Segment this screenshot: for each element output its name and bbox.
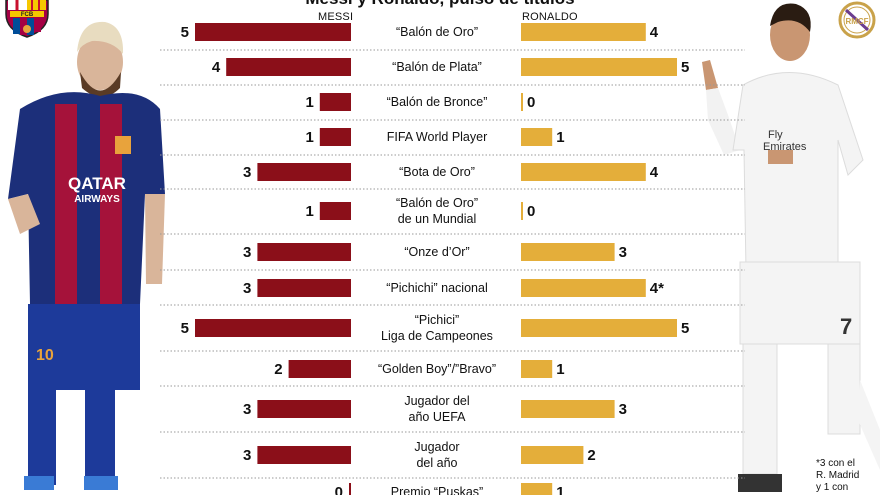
messi-value-label: 1 (305, 94, 313, 111)
ronaldo-value-label: 1 (556, 484, 564, 495)
footnote: *3 con el R. Madrid y 1 con (816, 458, 859, 494)
ronaldo-bar (521, 279, 646, 297)
ronaldo-bar (521, 400, 615, 418)
messi-bar (319, 128, 351, 146)
category-label: “Balón de Plata” (392, 60, 482, 74)
category-label: año UEFA (409, 410, 467, 424)
category-label: “Onze d’Or” (404, 245, 469, 259)
ronaldo-value-label: 0 (527, 94, 535, 111)
messi-bar (257, 163, 351, 181)
messi-value-label: 5 (181, 320, 189, 337)
category-label: Jugador del (404, 394, 469, 408)
ronaldo-bar (521, 163, 646, 181)
ronaldo-value-label: 2 (587, 447, 595, 464)
footnote-line: *3 con el (816, 458, 855, 469)
ronaldo-bar (521, 128, 553, 146)
barcelona-crest-logo: FCB (5, 0, 49, 38)
ronaldo-value-label: 5 (681, 320, 689, 337)
real-madrid-crest-text: RMCF (845, 17, 868, 26)
messi-bar (319, 202, 351, 220)
ronaldo-value-label: 5 (681, 59, 689, 76)
ronaldo-bar (521, 93, 523, 111)
category-label: de un Mundial (398, 212, 477, 226)
ronaldo-value-label: 4 (650, 164, 659, 181)
chart-title: Messi y Ronaldo, pulso de títulos (0, 0, 880, 9)
category-label: FIFA World Player (387, 130, 488, 144)
messi-shirt-sponsor-line1: QATAR (68, 174, 126, 193)
messi-value-label: 3 (243, 447, 251, 464)
messi-value-label: 2 (274, 361, 282, 378)
messi-value-label: 3 (243, 244, 251, 261)
ronaldo-bar (521, 360, 553, 378)
category-label: “Balón de Oro” (396, 25, 478, 39)
ronaldo-bar (521, 483, 553, 495)
messi-bar (257, 279, 351, 297)
series-header-messi: MESSI (318, 11, 354, 23)
ronaldo-value-label: 1 (556, 361, 564, 378)
messi-value-label: 1 (305, 129, 313, 146)
ronaldo-value-label: 4* (650, 280, 664, 297)
messi-bar (319, 93, 351, 111)
messi-bar (257, 243, 351, 261)
ronaldo-photo: Fly Emirates 7 (702, 3, 880, 492)
ronaldo-value-label: 4 (650, 24, 659, 41)
messi-shirt-sponsor-line2: AIRWAYS (74, 194, 120, 205)
category-label: del año (416, 456, 457, 470)
messi-value-label: 3 (243, 401, 251, 418)
ronaldo-bar (521, 58, 677, 76)
ronaldo-value-label: 1 (556, 129, 564, 146)
messi-photo: QATAR AIRWAYS 10 (8, 21, 165, 490)
category-label: Premio “Puskas” (391, 485, 483, 495)
ronaldo-bar (521, 23, 646, 41)
messi-bar (349, 483, 351, 495)
ronaldo-bar (521, 319, 677, 337)
category-label: Liga de Campeones (381, 329, 493, 343)
ronaldo-bar (521, 446, 584, 464)
footnote-line: y 1 con (816, 482, 849, 493)
real-madrid-crest-logo: RMCF (838, 1, 876, 39)
messi-value-label: 3 (243, 280, 251, 297)
ronaldo-shirt-sponsor-line1: Fly (768, 129, 783, 141)
messi-bar (257, 400, 351, 418)
messi-bar (288, 360, 351, 378)
category-label: “Bota de Oro” (399, 165, 475, 179)
ronaldo-bar (521, 202, 523, 220)
ronaldo-bar (521, 243, 615, 261)
category-label: “Pichici” (415, 313, 459, 327)
category-label: “Golden Boy”/”Bravo” (378, 362, 496, 376)
category-label: Jugador (414, 440, 459, 454)
footnote-line: R. Madrid (816, 470, 860, 481)
messi-bar (195, 319, 351, 337)
messi-value-label: 4 (212, 59, 221, 76)
category-label: “Balón de Bronce” (387, 95, 488, 109)
messi-value-label: 3 (243, 164, 251, 181)
messi-value-label: 0 (335, 484, 343, 495)
ronaldo-shorts-number: 7 (840, 314, 852, 339)
ronaldo-value-label: 0 (527, 203, 535, 220)
messi-shorts-number: 10 (36, 347, 54, 364)
messi-bar (257, 446, 351, 464)
barcelona-crest-text: FCB (21, 12, 34, 18)
messi-value-label: 1 (305, 203, 313, 220)
category-label: “Balón de Oro” (396, 196, 478, 210)
series-header-ronaldo: RONALDO (522, 11, 578, 23)
messi-value-label: 5 (181, 24, 189, 41)
messi-bar (195, 23, 351, 41)
messi-bar (226, 58, 351, 76)
category-label: “Pichichi” nacional (386, 281, 487, 295)
ronaldo-value-label: 3 (619, 401, 627, 418)
ronaldo-value-label: 3 (619, 244, 627, 261)
